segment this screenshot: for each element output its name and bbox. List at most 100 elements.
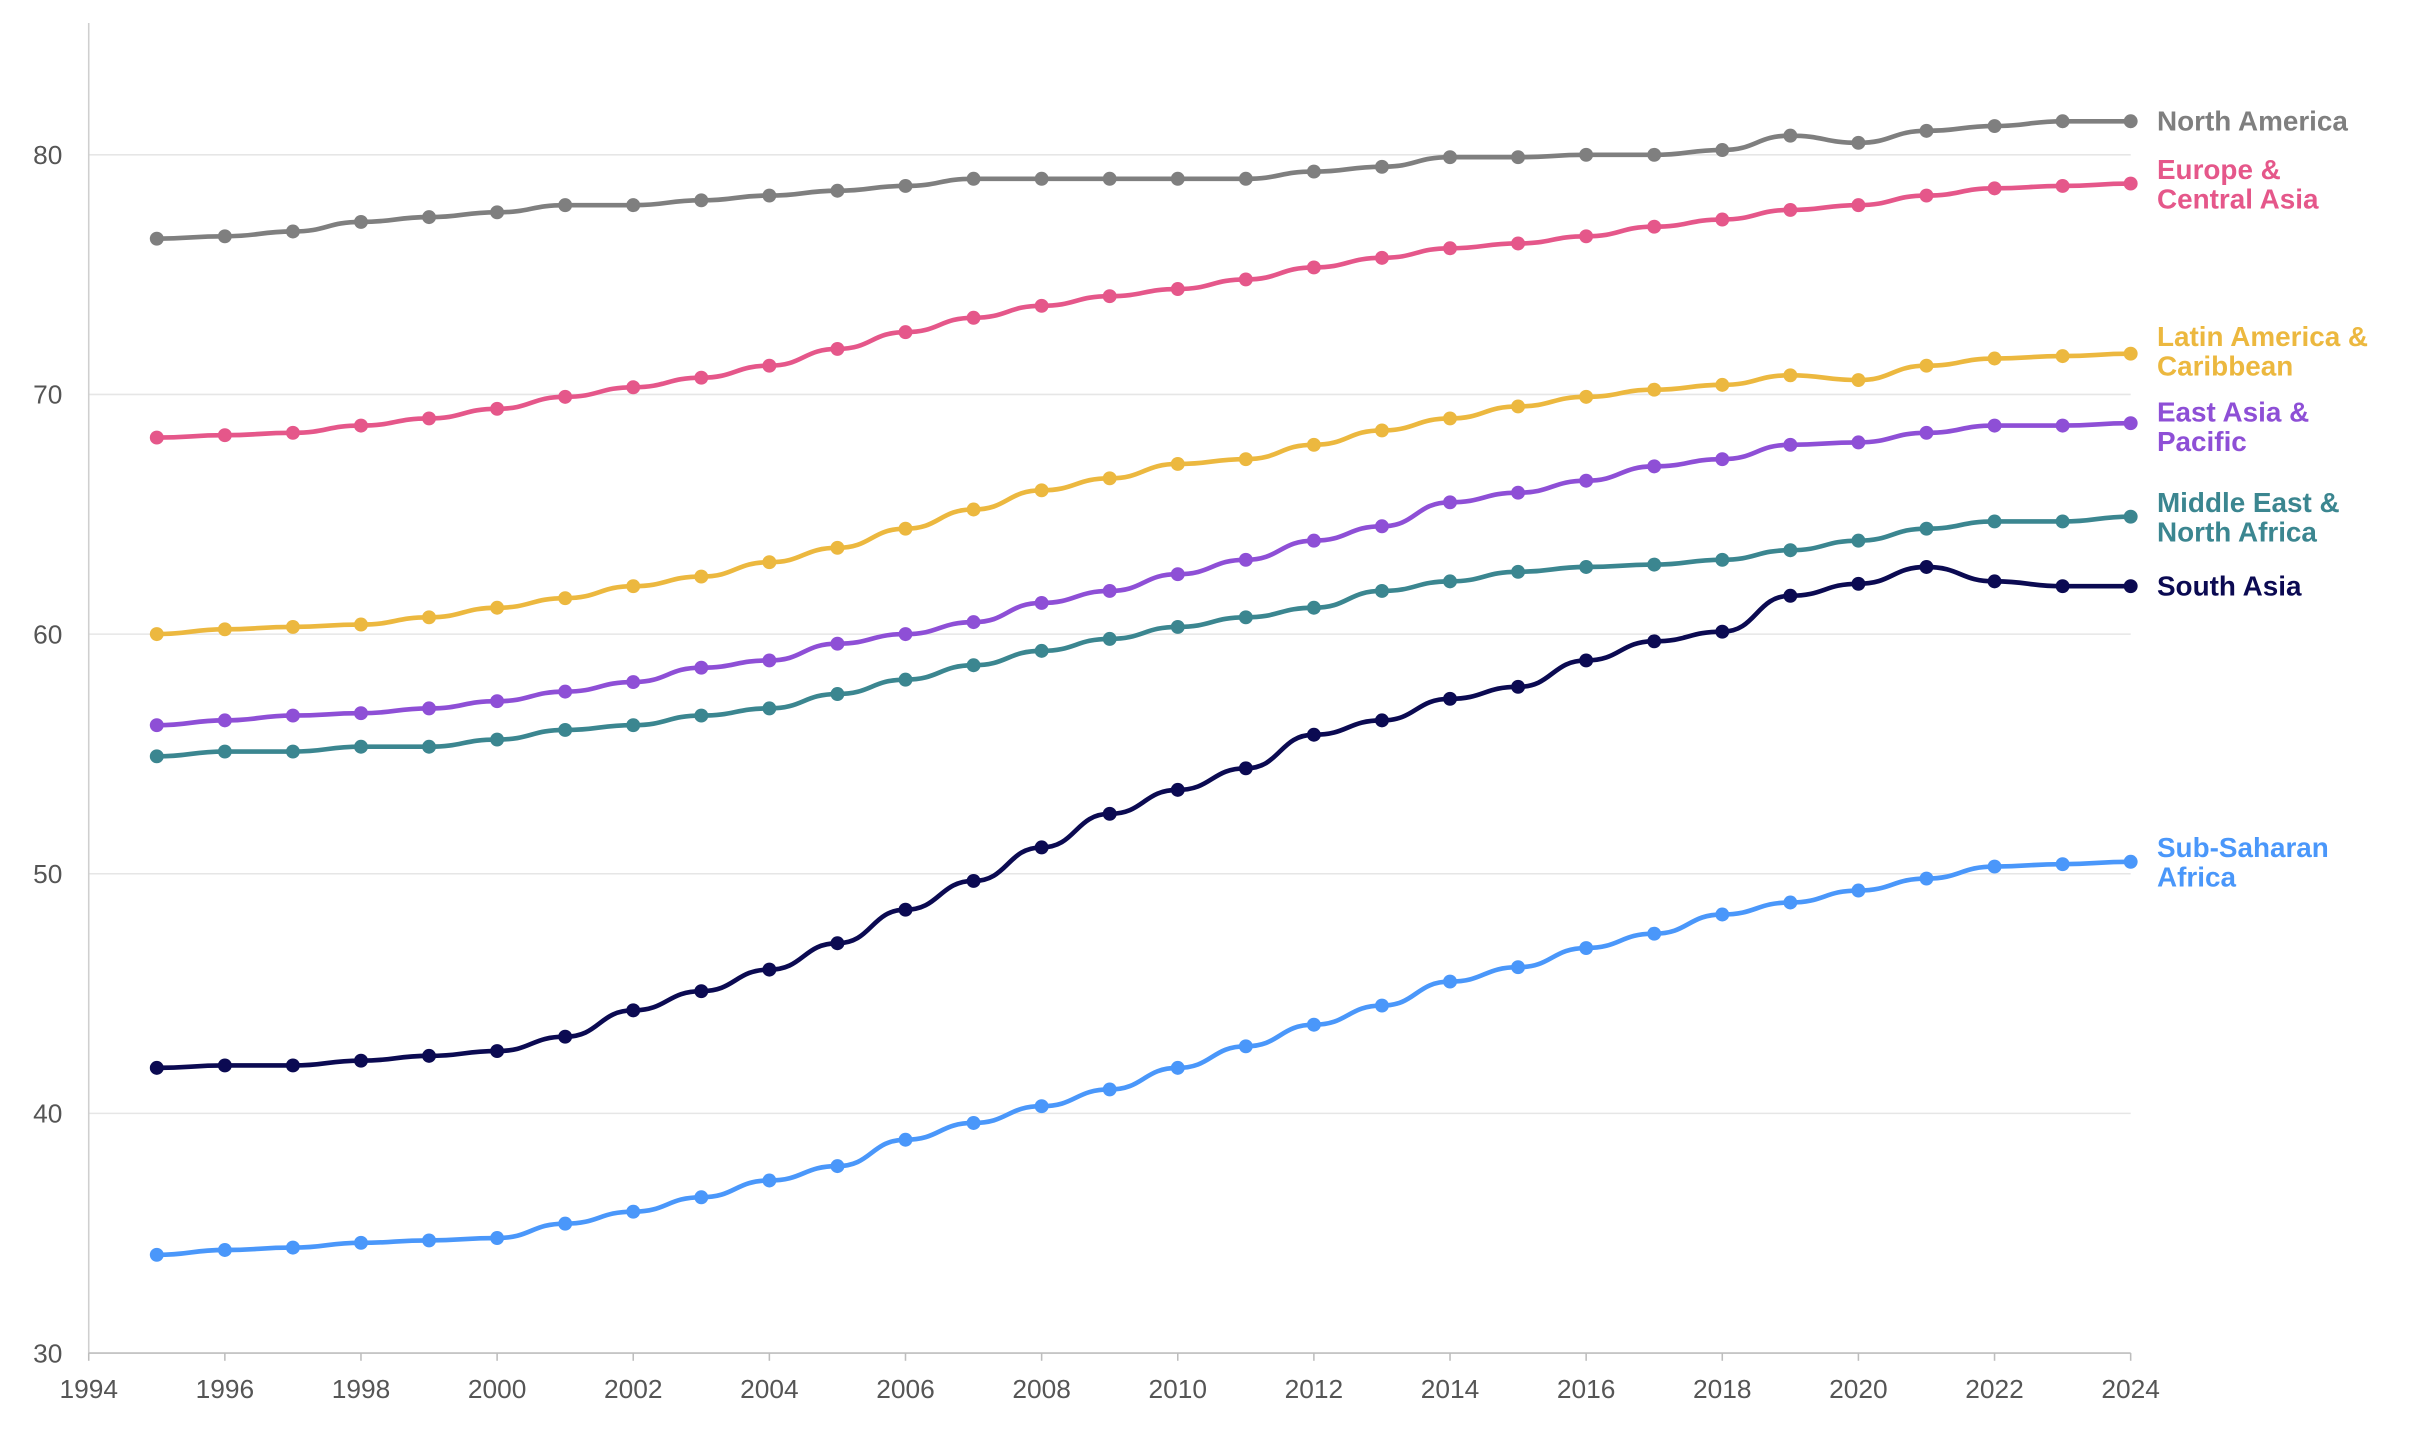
data-point: [422, 701, 437, 716]
series-sub-saharan-africa: [149, 854, 2138, 1262]
data-point: [149, 718, 164, 733]
data-point: [217, 428, 232, 443]
data-point: [1579, 653, 1594, 668]
data-point: [149, 231, 164, 246]
series-labels: North America Europe &Central Asia Latin A…: [2157, 106, 2368, 893]
data-point: [285, 744, 300, 759]
data-point: [2055, 418, 2070, 433]
data-point: [830, 540, 845, 555]
data-point: [2055, 579, 2070, 594]
data-point: [1783, 895, 1798, 910]
data-point: [558, 1216, 573, 1231]
data-point: [1306, 437, 1321, 452]
data-point: [1783, 543, 1798, 558]
data-point: [762, 653, 777, 668]
y-tick-label: 80: [33, 140, 62, 170]
series-label: South Asia: [2157, 570, 2302, 601]
data-point: [490, 600, 505, 615]
data-point: [1647, 382, 1662, 397]
series-label: Middle East &: [2157, 487, 2340, 518]
data-point: [1647, 557, 1662, 572]
data-point: [966, 658, 981, 673]
series-south-asia: [149, 560, 2138, 1075]
data-point: [1034, 1099, 1049, 1114]
data-point: [1919, 521, 1934, 536]
data-point: [490, 1231, 505, 1245]
series-label: Caribbean: [2157, 350, 2293, 381]
data-point: [285, 224, 300, 239]
data-point: [626, 579, 641, 594]
data-point: [490, 205, 505, 220]
data-point: [1987, 351, 2002, 366]
data-point: [1443, 574, 1457, 589]
data-point: [149, 627, 164, 642]
data-point: [217, 1058, 232, 1073]
x-tick-label: 2000: [468, 1374, 527, 1404]
x-tick-label: 2012: [1285, 1374, 1344, 1404]
series-label: Central Asia: [2157, 183, 2319, 214]
data-point: [1715, 377, 1730, 392]
data-point: [762, 701, 777, 716]
series-group: [149, 114, 2138, 1262]
data-point: [966, 615, 981, 630]
data-point: [1647, 459, 1662, 474]
data-point: [422, 1048, 437, 1063]
data-point: [217, 744, 232, 759]
data-point: [694, 193, 709, 208]
data-point: [285, 708, 300, 723]
data-point: [1851, 135, 1866, 150]
data-point: [1647, 147, 1662, 162]
x-tick-label: 2018: [1693, 1374, 1752, 1404]
series-line: [156, 181, 2131, 440]
data-point: [1715, 212, 1730, 227]
data-point: [898, 902, 913, 917]
data-point: [2123, 346, 2138, 361]
data-point: [626, 198, 641, 213]
data-point: [1919, 188, 1934, 203]
data-point: [1511, 485, 1526, 500]
data-point: [1919, 123, 1934, 138]
series-europe-central-asia: [149, 176, 2138, 445]
data-point: [2123, 114, 2138, 129]
data-point: [1374, 713, 1389, 728]
data-point: [1306, 533, 1321, 548]
data-point: [422, 411, 437, 426]
data-point: [1170, 782, 1185, 797]
data-point: [422, 739, 437, 754]
data-point: [898, 1132, 913, 1147]
y-tick-label: 30: [33, 1338, 62, 1368]
data-point: [762, 1173, 777, 1188]
data-point: [1443, 691, 1457, 706]
data-point: [1851, 198, 1866, 213]
data-point: [830, 1159, 845, 1174]
data-point: [558, 198, 573, 213]
data-point: [149, 749, 164, 764]
data-point: [694, 1190, 709, 1205]
series-label: Latin America &: [2157, 321, 2368, 352]
data-point: [1579, 941, 1594, 956]
data-point: [1443, 974, 1457, 989]
x-tick-label: 2002: [604, 1374, 663, 1404]
data-point: [1443, 495, 1457, 510]
data-point: [1102, 584, 1117, 598]
x-tick-label: 2006: [876, 1374, 935, 1404]
x-tick-label: 1994: [59, 1374, 118, 1404]
data-point: [149, 1060, 164, 1075]
data-point: [2123, 176, 2138, 191]
data-point: [1987, 119, 2002, 134]
data-point: [490, 694, 505, 709]
data-point: [1851, 533, 1866, 548]
data-point: [830, 636, 845, 651]
data-point: [694, 708, 709, 723]
data-point: [966, 310, 981, 325]
data-point: [1374, 423, 1389, 438]
data-point: [2123, 416, 2138, 431]
data-point: [1102, 171, 1117, 186]
series-label: East Asia &: [2157, 397, 2309, 428]
data-point: [558, 591, 573, 606]
data-point: [1102, 471, 1117, 486]
data-point: [1783, 437, 1798, 452]
data-point: [694, 370, 709, 385]
data-point: [626, 675, 641, 690]
data-point: [830, 341, 845, 356]
